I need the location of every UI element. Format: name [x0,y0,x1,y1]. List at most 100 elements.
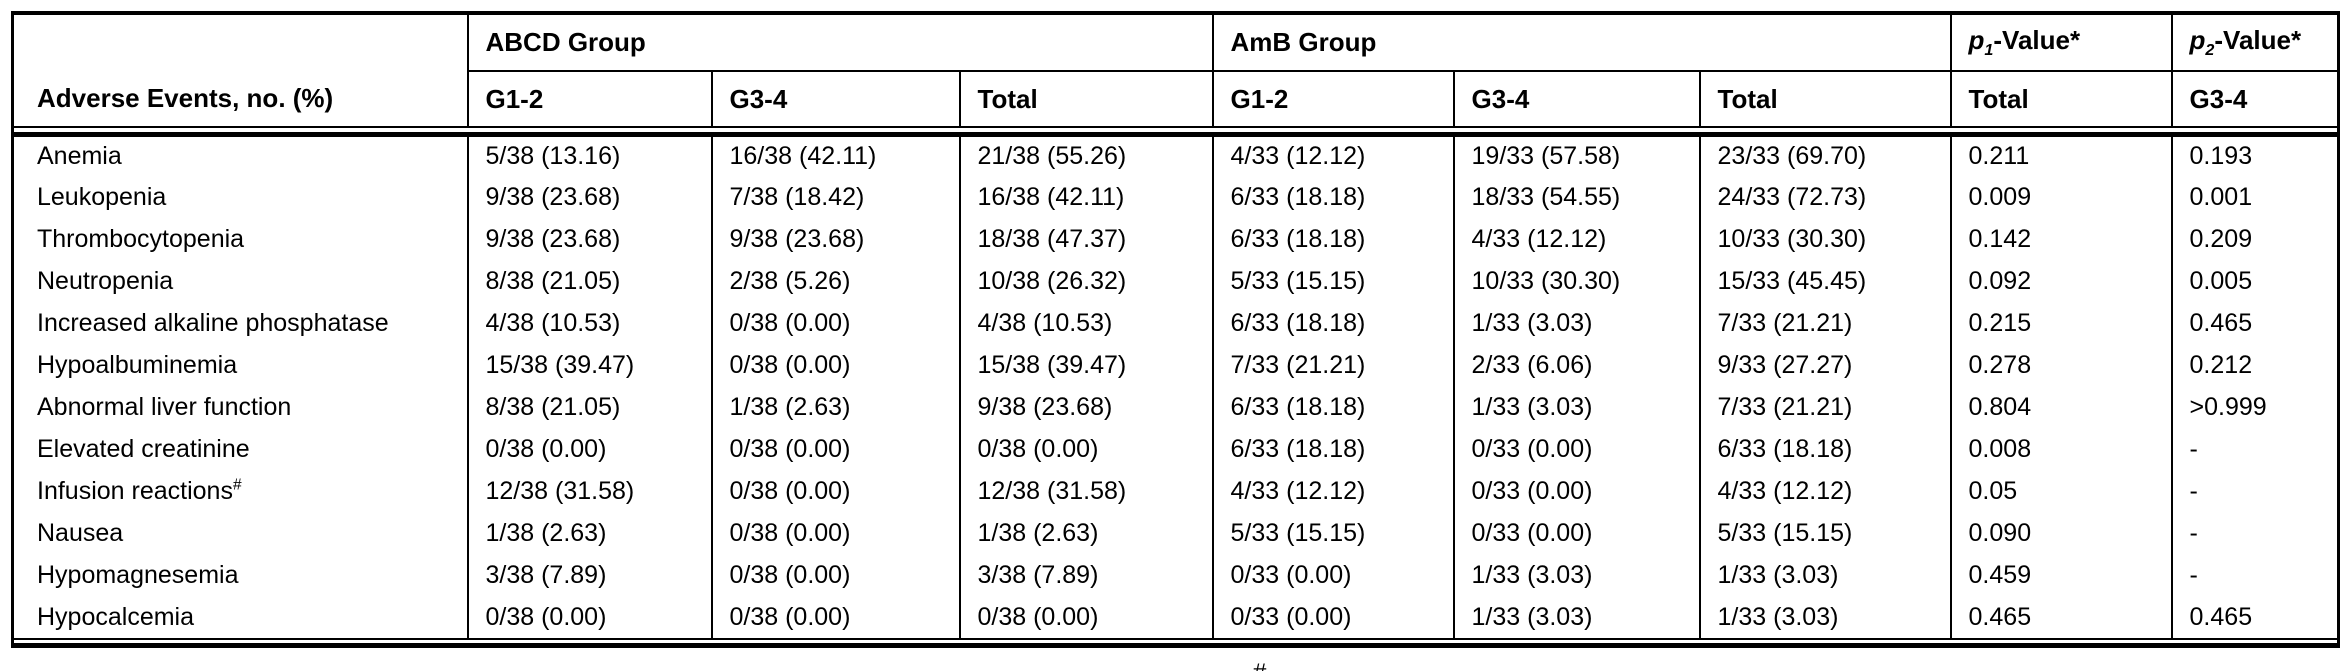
value-cell: 0.009 [1949,176,2173,219]
value-cell: 9/33 (27.27) [1698,344,1952,387]
event-name-cell: Neutropenia [11,260,469,303]
value-cell: 12/38 (31.58) [958,470,1214,513]
value-cell: 0/38 (0.00) [710,554,961,597]
event-name: Leukopenia [37,183,167,211]
value-cell: 1/33 (3.03) [1452,302,1701,345]
event-name: Elevated creatinine [37,435,250,463]
header-divider-rule [11,126,2340,137]
p2-symbol: p2 [2189,24,2215,60]
event-name: Anemia [37,142,122,171]
event-name-cell: Leukopenia [11,176,469,219]
value-cell: 0.092 [1949,260,2173,303]
value-cell: 0/38 (0.00) [710,596,961,639]
table-row: Leukopenia 9/38 (23.68) 7/38 (18.42) 16/38 … [11,176,2340,219]
value-cell: 0.008 [1949,428,2173,471]
value-cell: 3/38 (7.89) [466,554,713,597]
value-cell: 19/33 (57.58) [1452,134,1701,177]
table-row: Thrombocytopenia 9/38 (23.68) 9/38 (23.68)… [11,218,2340,261]
subcol-header-p1-total: Total [1949,71,2173,127]
value-cell: 5/33 (15.15) [1211,260,1455,303]
value-cell: 23/33 (69.70) [1698,134,1952,177]
header-divider-line [11,126,2340,137]
value-cell: 12/38 (31.58) [466,470,713,513]
value-cell: 0/33 (0.00) [1452,428,1701,471]
event-name: Infusion reactions [37,477,233,505]
event-name-cell: Infusion reactions# [11,470,469,513]
value-cell: - [2170,554,2340,597]
event-name-cell: Thrombocytopenia [11,218,469,261]
value-cell: 5/33 (15.15) [1698,512,1952,555]
value-cell: 2/33 (6.06) [1452,344,1701,387]
table-row: Neutropenia 8/38 (21.05) 2/38 (5.26) 10/38 … [11,260,2340,303]
value-cell: 7/33 (21.21) [1698,386,1952,429]
subcol-header-p2-g34: G3-4 [2170,71,2340,127]
p1-suffix: -Value* [1993,24,2081,55]
table-row: Hypoalbuminemia 15/38 (39.47) 0/38 (0.00) 1… [11,344,2340,387]
value-cell: 21/38 (55.26) [958,134,1214,177]
group-header-amb: AmB Group [1211,13,1952,72]
event-name-cell: Hypocalcemia [11,596,469,639]
header-row-groups: Adverse Events, no. (%) ABCD Group AmB G… [11,13,2340,128]
value-cell: 10/38 (26.32) [958,260,1214,303]
value-cell: 6/33 (18.18) [1211,386,1455,429]
table-row: Elevated creatinine 0/38 (0.00) 0/38 (0.00… [11,428,2340,471]
event-name-cell: Hypomagnesemia [11,554,469,597]
value-cell: 0/38 (0.00) [466,596,713,639]
event-name: Hypocalcemia [37,602,195,631]
value-cell: 9/38 (23.68) [958,386,1214,429]
value-cell: 6/33 (18.18) [1698,428,1952,471]
value-cell: 0.804 [1949,386,2173,429]
value-cell: 0/38 (0.00) [710,302,961,345]
value-cell: 0.465 [1949,596,2173,639]
value-cell: 7/33 (21.21) [1211,344,1455,387]
value-cell: 7/38 (18.42) [710,176,961,219]
event-name-cell: Abnormal liver function [11,386,469,429]
value-cell: 0.211 [1949,134,2173,177]
table-row: Hypocalcemia 0/38 (0.00) 0/38 (0.00) 0/38 (… [11,596,2340,639]
value-cell: 0/33 (0.00) [1452,470,1701,513]
value-cell: 18/33 (54.55) [1452,176,1701,219]
value-cell: 10/33 (30.30) [1698,218,1952,261]
header-row-subcols: G1-2 G3-4 Total G1-2 G3-4 Total Total G3… [13,71,2340,127]
value-cell: 0.212 [2170,344,2340,387]
value-cell: 1/38 (2.63) [958,512,1214,555]
event-name-cell: Anemia [11,134,469,177]
value-cell: >0.999 [2170,386,2340,429]
value-cell: 6/33 (18.18) [1211,218,1455,261]
event-name: Neutropenia [37,267,174,295]
col-header-p1-value: p1-Value* [1949,13,2173,72]
value-cell: 2/38 (5.26) [710,260,961,303]
value-cell: - [2170,512,2340,555]
event-name-cell: Hypoalbuminemia [11,344,469,387]
value-cell: 15/33 (45.45) [1698,260,1952,303]
value-cell: 1/38 (2.63) [710,386,961,429]
subcol-header-abcd-g34: G3-4 [710,71,961,127]
value-cell: 16/38 (42.11) [710,134,961,177]
bottom-divider-line [11,637,2340,645]
subcol-header-abcd-g12: G1-2 [466,71,713,127]
subcol-header-abcd-total: Total [958,71,1214,127]
adverse-events-table: Adverse Events, no. (%) ABCD Group AmB G… [11,11,2341,648]
event-name: Hypoalbuminemia [37,351,238,379]
adverse-events-label: Adverse Events, no. (%) [37,83,334,113]
value-cell: 4/33 (12.12) [1698,470,1952,513]
event-name: Increased alkaline phosphatase [37,309,389,337]
value-cell: 0.05 [1949,470,2173,513]
table-row: Hypomagnesemia 3/38 (7.89) 0/38 (0.00) 3/38… [11,554,2340,597]
value-cell: 0/33 (0.00) [1211,554,1455,597]
value-cell: 4/33 (12.12) [1452,218,1701,261]
group-header-abcd: ABCD Group [466,13,1214,72]
value-cell: 4/33 (12.12) [1211,470,1455,513]
value-cell: 15/38 (39.47) [958,344,1214,387]
value-cell: 0/33 (0.00) [1211,596,1455,639]
event-name: Hypomagnesemia [37,561,239,589]
value-cell: 1/33 (3.03) [1698,554,1952,597]
value-cell: 9/38 (23.68) [466,176,713,219]
value-cell: 4/33 (12.12) [1211,134,1455,177]
value-cell: 6/33 (18.18) [1211,176,1455,219]
value-cell: 0.459 [1949,554,2173,597]
event-footnote-marker: # [232,476,242,494]
event-name-cell: Nausea [11,512,469,555]
table-row: Abnormal liver function 8/38 (21.05) 1/38 … [11,386,2340,429]
value-cell: 0/38 (0.00) [958,596,1214,639]
